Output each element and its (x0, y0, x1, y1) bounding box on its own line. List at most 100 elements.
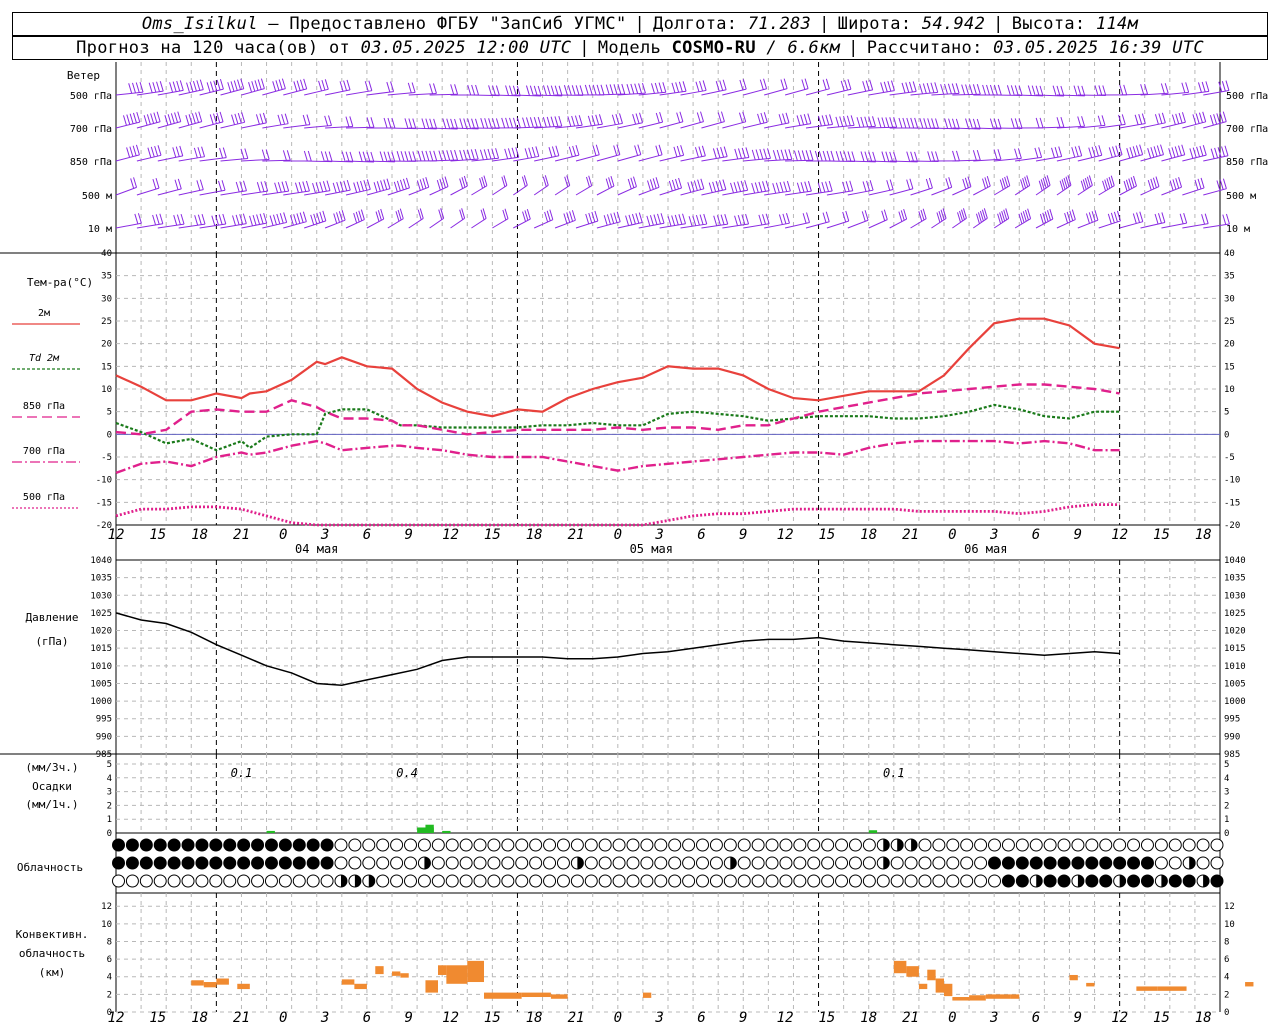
cloud-symbol (570, 838, 584, 852)
wind-barb-feather (603, 215, 608, 226)
wind-barb-feather (742, 79, 747, 90)
wind-barb (617, 186, 637, 196)
wind-barb-feather (976, 84, 981, 95)
wind-barb-feather (851, 151, 856, 162)
hour-label-temp: 0 (614, 527, 622, 543)
wind-barb-feather (467, 84, 472, 96)
wind-barb-feather (1077, 85, 1082, 96)
wind-barb-feather (318, 80, 323, 92)
temp-ytick-left: 25 (101, 317, 112, 327)
wind-barb (722, 223, 749, 229)
wind-barb-feather (197, 147, 202, 158)
wind-barb-feather (588, 175, 593, 186)
wind-barb-feather (1004, 176, 1009, 188)
wind-barb-feather (1135, 145, 1140, 156)
wind-barb-feather (231, 114, 236, 125)
wind-barb (366, 188, 391, 196)
wind-barb-feather (438, 150, 443, 161)
cloud-symbol (112, 838, 126, 852)
wind-barb-feather (610, 175, 615, 187)
cloud-symbol (1029, 856, 1043, 870)
wind-barb-feather (322, 181, 327, 192)
wind-barb-feather (962, 178, 967, 190)
cloud-symbol-sector (1119, 875, 1126, 887)
wind-barb-feather (459, 209, 464, 220)
wind-barb-feather (1150, 147, 1155, 158)
wind-barb-feather (997, 213, 1002, 224)
wind-barb-feather (783, 181, 788, 192)
convective-box (935, 978, 944, 993)
wind-barb-feather (131, 82, 136, 94)
wind-barb-feather (1183, 212, 1188, 224)
hour-label-bottom: 6 (697, 1010, 705, 1024)
wind-barb-feather (524, 210, 529, 221)
wind-barb (1161, 154, 1185, 162)
wind-barb-feather (440, 208, 445, 219)
wind-barb-feather (1094, 210, 1099, 221)
cloud-symbol (835, 874, 849, 888)
cloud-symbol-sector (340, 875, 347, 887)
wind-barb-feather (881, 151, 886, 162)
wind-barb (1203, 188, 1227, 196)
conv-title-2: облачность (19, 947, 85, 960)
wind-barb (743, 157, 771, 162)
wind-barb-feather (733, 182, 738, 193)
wind-barb-feather (1108, 176, 1113, 188)
wind-barb-feather (647, 180, 651, 191)
wind-barb-feather (906, 151, 911, 162)
cloud-symbol (306, 838, 320, 852)
wind-barb-feather (1044, 176, 1049, 187)
wind-barb-feather (293, 81, 298, 92)
cloud-symbol (139, 874, 153, 888)
wind-barb-feather (429, 83, 434, 94)
cloud-symbol (404, 838, 418, 852)
wind-barb-feather (825, 181, 830, 192)
wind-barb-feather (1060, 85, 1065, 97)
wind-barb (701, 223, 728, 229)
wind-barb-feather (877, 117, 882, 128)
wind-barb-feather (321, 79, 326, 91)
wind-barb-feather (1003, 209, 1008, 220)
wind-barb-feather (191, 113, 196, 124)
wind-barb-feather (316, 212, 321, 224)
wind-barb (136, 223, 163, 229)
title-bar: Oms_Isilkul – Предоставлено ФГБУ "ЗапСиб… (12, 12, 1268, 36)
wind-barb-feather (442, 118, 447, 129)
wind-barb (241, 88, 265, 96)
wind-barb-feather (126, 114, 131, 125)
wind-barb (241, 222, 267, 229)
wind-barb-feather (935, 151, 939, 162)
wind-barb-feather (523, 175, 528, 186)
wind-barb-feather (360, 209, 365, 220)
hour-label-bottom: 9 (1074, 1010, 1082, 1024)
wind-barb (1161, 222, 1187, 229)
wind-barb-feather (890, 80, 895, 91)
convective-box (1086, 982, 1095, 987)
cloud-symbol (821, 874, 835, 888)
wind-barb (1140, 154, 1164, 162)
wind-barb (764, 88, 788, 96)
wind-barb-feather (1067, 175, 1072, 186)
precip-bar (266, 830, 275, 833)
wind-barb (638, 154, 663, 162)
wind-barb-feather (454, 118, 459, 130)
conv-unit: (км) (39, 966, 66, 979)
pres-ytick-left: 1010 (90, 662, 112, 672)
wind-barb (136, 90, 164, 96)
wind-barb-feather (860, 116, 865, 128)
wind-barb-feather (1022, 177, 1027, 189)
wind-barb-feather (279, 213, 284, 224)
cloud-symbol (1196, 856, 1210, 870)
cloud-symbol (445, 874, 459, 888)
wind-barb-feather (554, 85, 559, 96)
wind-barb-feather (693, 180, 698, 191)
wind-barb-feather (412, 118, 417, 129)
model-name: COSMO-RU (671, 38, 756, 58)
wind-barb-feather (400, 151, 405, 162)
wind-barb-feather (922, 83, 927, 94)
temp-ytick-right: 15 (1224, 362, 1235, 372)
wind-barb (199, 88, 224, 96)
wind-barb-feather (989, 84, 994, 96)
cloud-symbol (807, 856, 821, 870)
cloud-symbol (598, 856, 612, 870)
